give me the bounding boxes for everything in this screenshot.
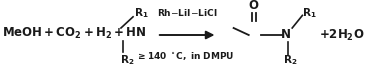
Text: $\bf{R_1}$: $\bf{R_1}$ <box>302 6 317 20</box>
Text: $\bf{O}$: $\bf{O}$ <box>248 0 259 12</box>
Text: $\bf{R_2}$: $\bf{R_2}$ <box>283 53 297 67</box>
Text: $\bf{R_2}$: $\bf{R_2}$ <box>120 53 135 67</box>
Text: $\bf{N}$: $\bf{N}$ <box>280 28 291 42</box>
Text: $\bf{R_1}$: $\bf{R_1}$ <box>134 6 149 20</box>
Text: $\bf{\geq 140\ ^\circ C,\ in\ DMPU}$: $\bf{\geq 140\ ^\circ C,\ in\ DMPU}$ <box>136 50 234 62</box>
Text: $\bf{Rh\mathsf{-}LiI\mathsf{-}LiCl}$: $\bf{Rh\mathsf{-}LiI\mathsf{-}LiCl}$ <box>157 7 217 18</box>
Text: $\bf{MeOH + CO_2 + H_2 + HN}$: $\bf{MeOH + CO_2 + H_2 + HN}$ <box>2 26 146 41</box>
Text: $\bf{+ 2H_2O}$: $\bf{+ 2H_2O}$ <box>319 27 365 43</box>
